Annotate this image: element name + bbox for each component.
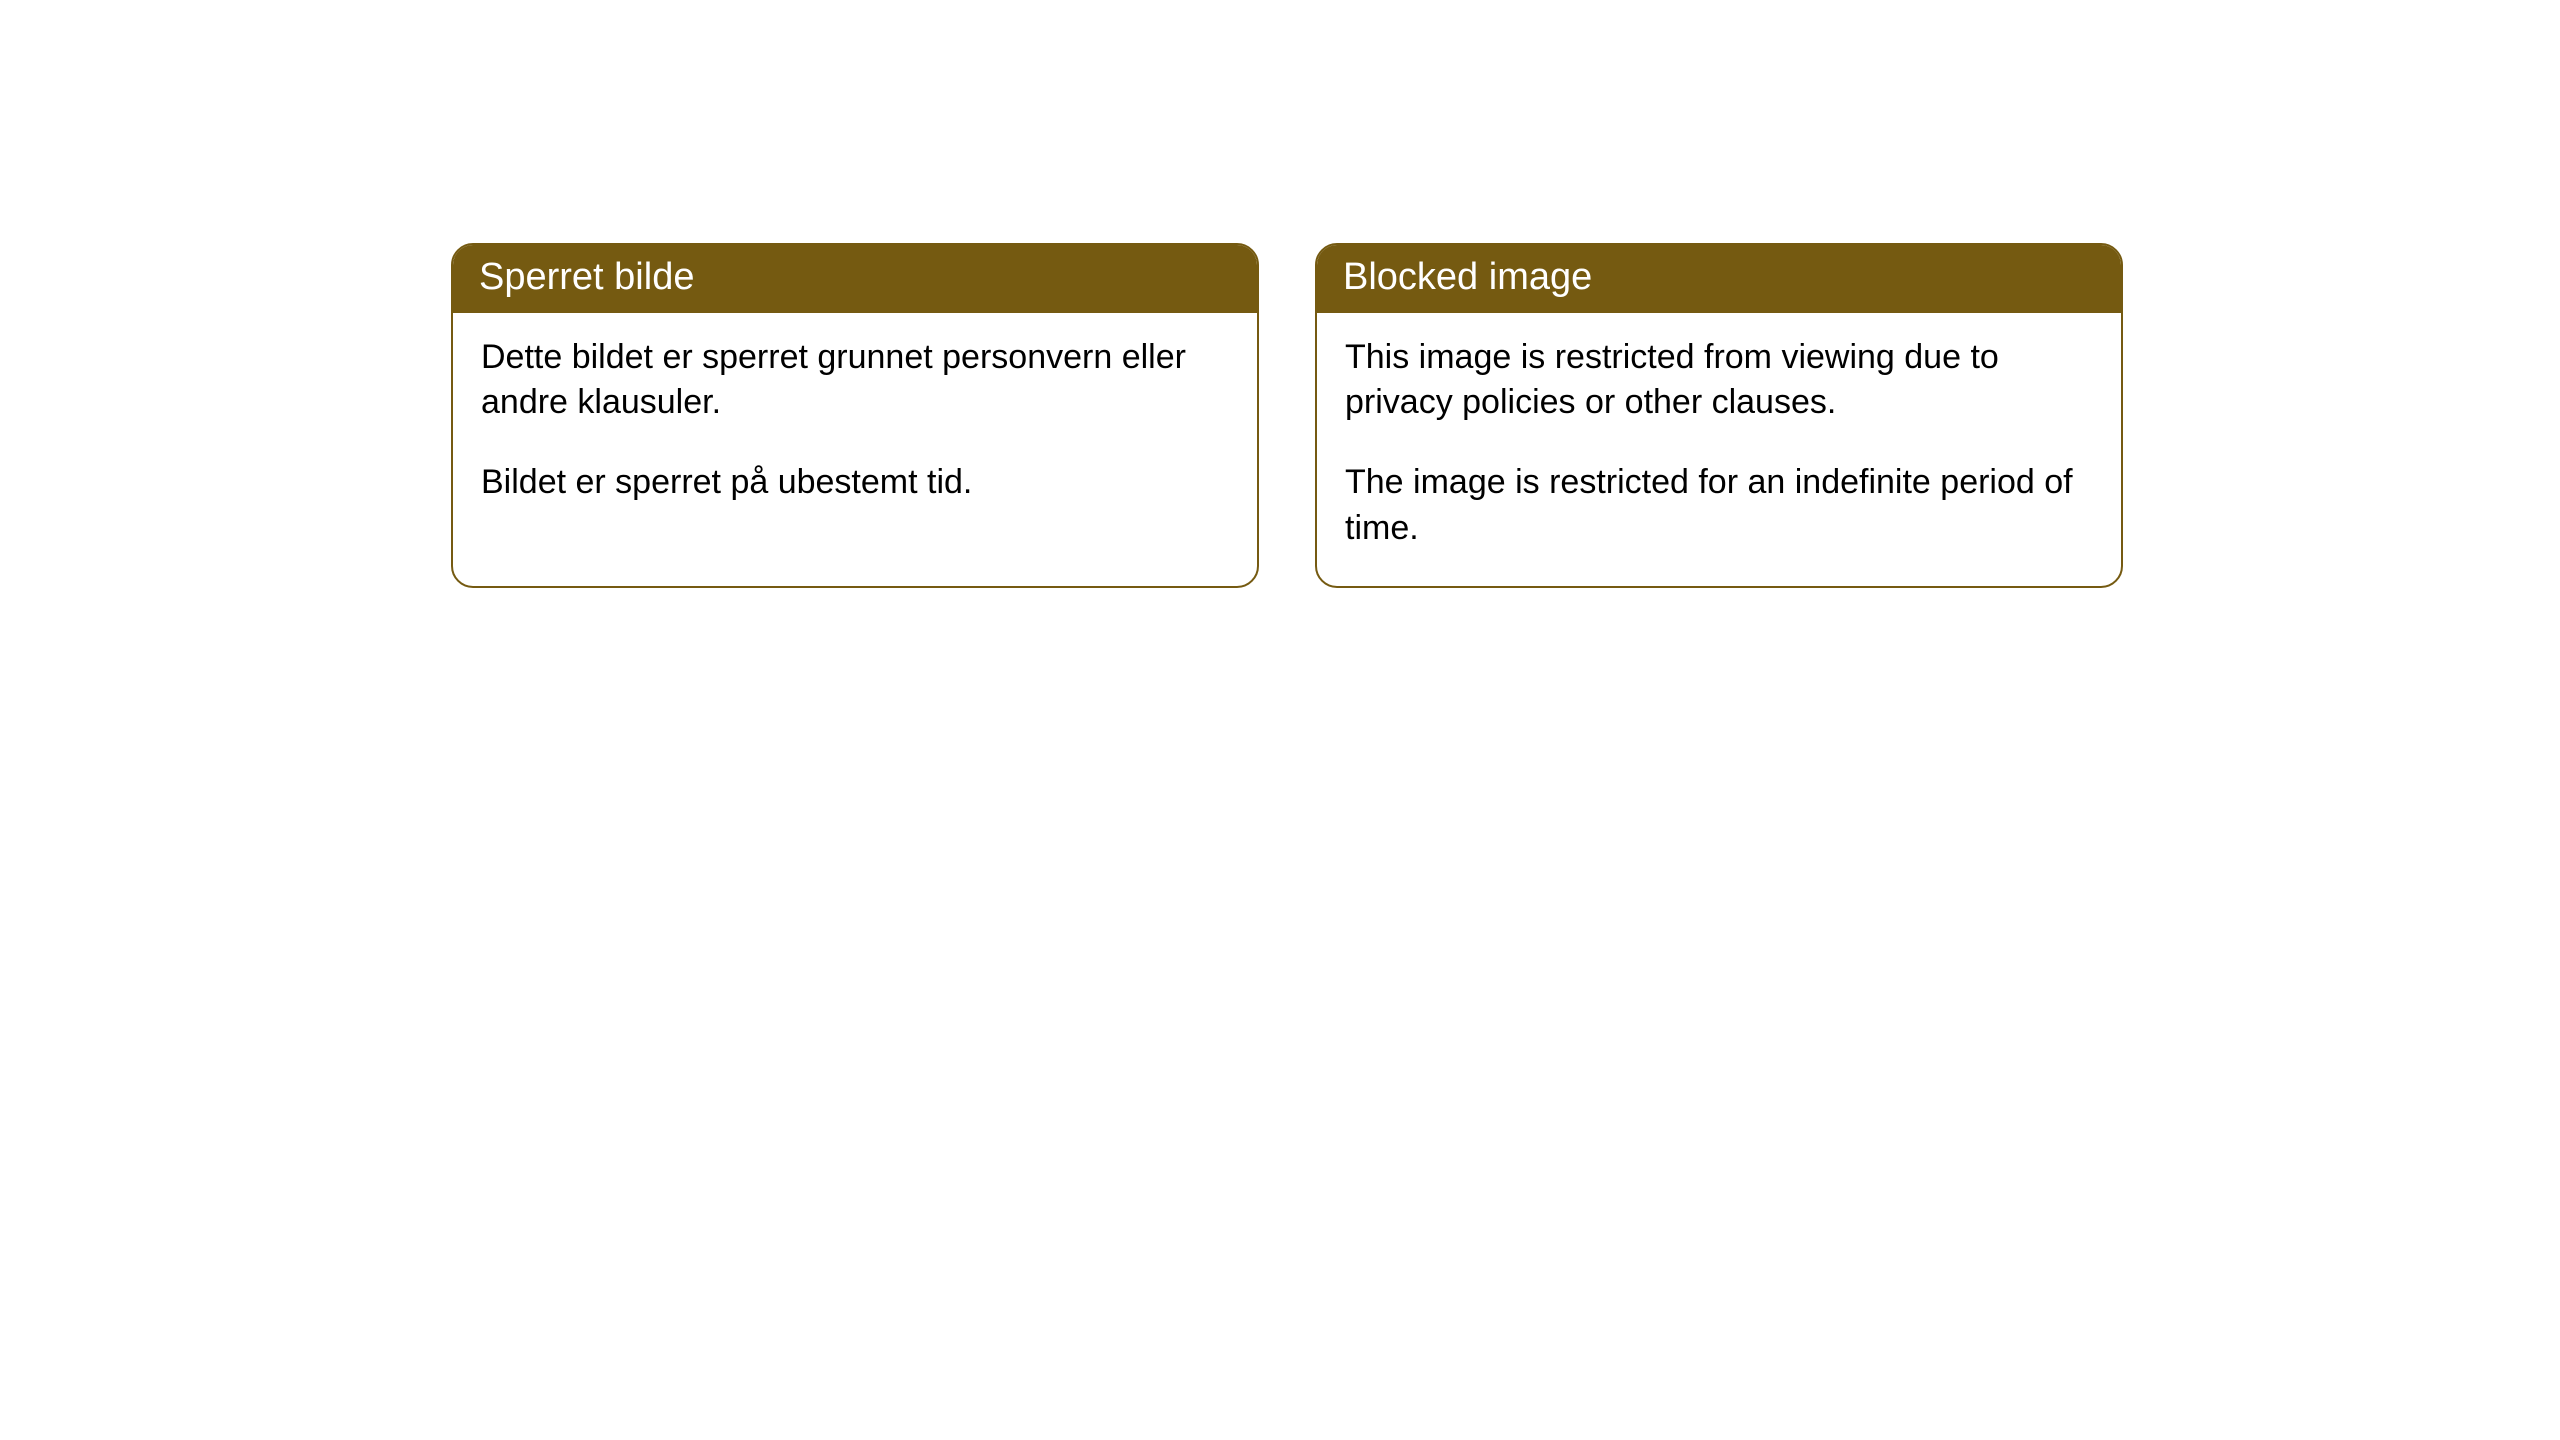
notice-paragraph: This image is restricted from viewing du… — [1345, 335, 2093, 427]
notice-card-norwegian: Sperret bilde Dette bildet er sperret gr… — [451, 243, 1259, 588]
notice-paragraph: Bildet er sperret på ubestemt tid. — [481, 460, 1229, 506]
card-header: Blocked image — [1317, 245, 2121, 313]
card-body: This image is restricted from viewing du… — [1317, 313, 2121, 587]
notice-container: Sperret bilde Dette bildet er sperret gr… — [0, 0, 2560, 588]
notice-paragraph: The image is restricted for an indefinit… — [1345, 460, 2093, 552]
notice-card-english: Blocked image This image is restricted f… — [1315, 243, 2123, 588]
notice-paragraph: Dette bildet er sperret grunnet personve… — [481, 335, 1229, 427]
card-header: Sperret bilde — [453, 245, 1257, 313]
card-body: Dette bildet er sperret grunnet personve… — [453, 313, 1257, 541]
